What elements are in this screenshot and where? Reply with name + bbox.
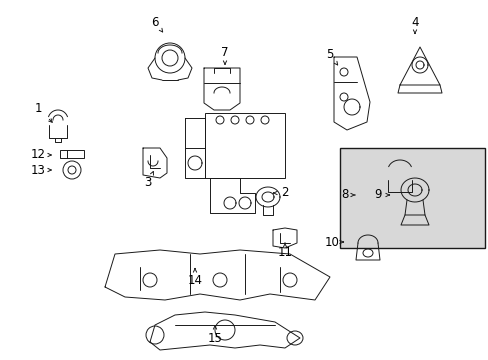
Text: 14: 14	[187, 274, 202, 287]
Text: 6: 6	[151, 15, 159, 28]
Text: 10: 10	[324, 235, 339, 248]
Text: 7: 7	[221, 45, 228, 58]
Text: 13: 13	[30, 163, 45, 176]
Text: 2: 2	[281, 186, 288, 199]
Text: 12: 12	[30, 148, 45, 162]
Text: 1: 1	[34, 102, 41, 114]
Text: 8: 8	[341, 189, 348, 202]
Text: 4: 4	[410, 15, 418, 28]
Bar	[204, 113, 285, 178]
Text: 9: 9	[373, 189, 381, 202]
Text: 3: 3	[144, 176, 151, 189]
Text: 11: 11	[277, 247, 292, 260]
Bar	[60, 150, 84, 158]
FancyBboxPatch shape	[339, 148, 484, 248]
Text: 15: 15	[207, 332, 222, 345]
Text: 5: 5	[325, 49, 333, 62]
